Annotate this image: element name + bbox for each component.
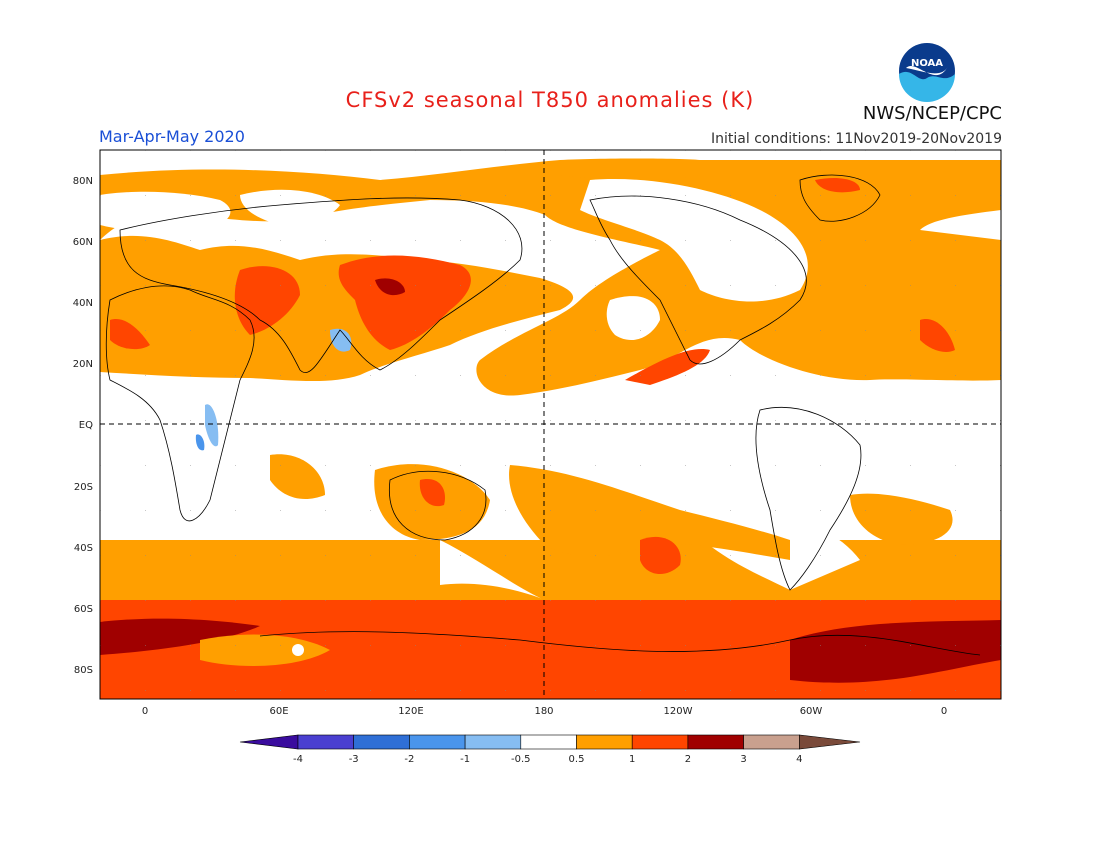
colorbar-label: 0.5 [569, 754, 585, 765]
colorbar-swatch [520, 734, 577, 750]
colorbar-label: 2 [685, 754, 691, 765]
map-plot-area [100, 150, 1001, 699]
lat-label: 20N [73, 359, 93, 370]
colorbar-swatch [576, 734, 633, 750]
colorbar-label: -3 [349, 754, 359, 765]
colorbar-label: -1 [460, 754, 470, 765]
colorbar: -4 -3 -2 -1 -0.5 0.5 1 2 3 4 [239, 734, 861, 765]
lon-label: 60W [800, 706, 823, 717]
lon-label: 120E [398, 706, 423, 717]
colorbar-swatch [464, 734, 522, 750]
longitude-labels: 0 60E 120E 180 120W 60W 0 [142, 706, 947, 717]
colorbar-label: -0.5 [511, 754, 531, 765]
colorbar-swatch [409, 734, 466, 750]
colorbar-arrow-right [798, 734, 861, 750]
colorbar-arrow-left [239, 734, 299, 750]
colorbar-label: 3 [740, 754, 746, 765]
colorbar-swatch [353, 734, 410, 750]
colorbar-swatch [631, 734, 689, 750]
lat-label: 60N [73, 237, 93, 248]
season-label: Mar-Apr-May 2020 [99, 127, 245, 146]
lon-label: 60E [269, 706, 288, 717]
lon-label: 180 [534, 706, 553, 717]
colorbar-swatch [743, 734, 800, 750]
latitude-labels: 80N 60N 40N 20N EQ 20S 40S 60S 80S [73, 176, 93, 676]
agency-label: NWS/NCEP/CPC [862, 103, 1002, 124]
lat-label: 80N [73, 176, 93, 187]
lat-label: EQ [79, 420, 93, 431]
lat-label: 40S [74, 543, 93, 554]
noaa-logo-icon: NOAA [896, 40, 958, 102]
lon-label: 0 [142, 706, 148, 717]
colorbar-label: 1 [629, 754, 635, 765]
lat-label: 60S [74, 604, 93, 615]
lat-label: 80S [74, 665, 93, 676]
lat-label: 40N [73, 298, 93, 309]
colorbar-swatch [687, 734, 744, 750]
logo-text: NOAA [911, 58, 943, 69]
chart-title: CFSv2 seasonal T850 anomalies (K) [345, 88, 755, 112]
map-frame [99, 149, 1002, 700]
initial-conditions-label: Initial conditions: 11Nov2019-20Nov2019 [711, 131, 1002, 147]
lat-label: 20S [74, 482, 93, 493]
colorbar-label: -2 [404, 754, 414, 765]
colorbar-swatch [297, 734, 355, 750]
colorbar-label: 4 [796, 754, 802, 765]
lon-label: 0 [941, 706, 947, 717]
colorbar-label: -4 [293, 754, 303, 765]
lon-label: 120W [664, 706, 693, 717]
